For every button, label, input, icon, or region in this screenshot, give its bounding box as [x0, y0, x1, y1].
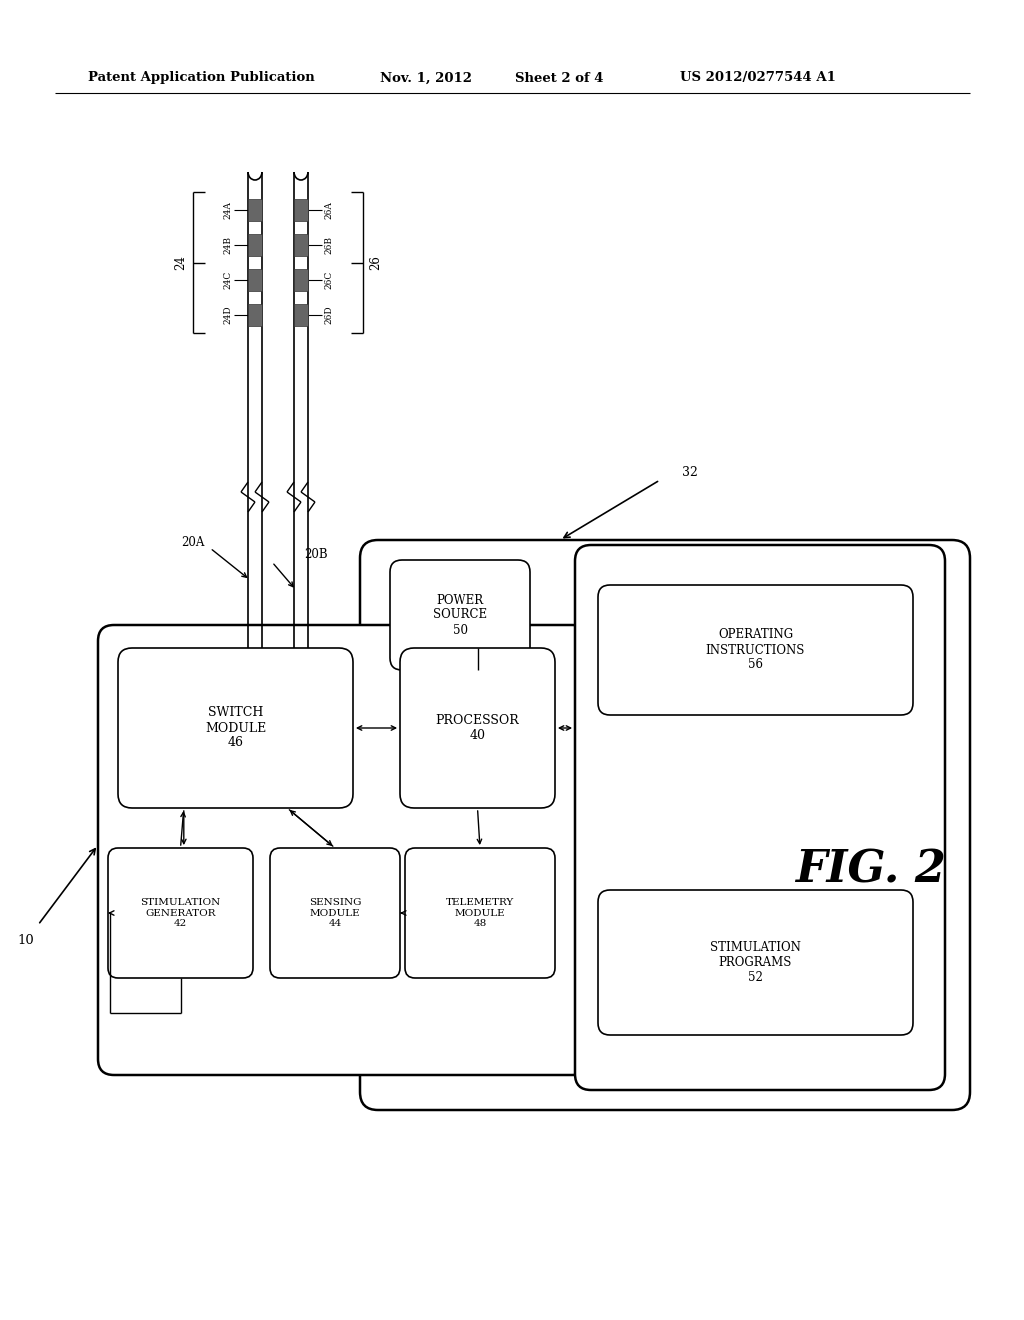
Text: SENSING
MODULE
44: SENSING MODULE 44	[309, 898, 361, 928]
FancyBboxPatch shape	[406, 847, 555, 978]
Text: 26B: 26B	[324, 236, 333, 253]
Text: MEMORY: MEMORY	[698, 594, 761, 606]
FancyBboxPatch shape	[390, 560, 530, 671]
Text: 32: 32	[682, 466, 698, 479]
Text: Sheet 2 of 4: Sheet 2 of 4	[515, 71, 603, 84]
Text: 20B: 20B	[304, 549, 328, 561]
Text: 26C: 26C	[324, 271, 333, 289]
FancyBboxPatch shape	[118, 648, 353, 808]
FancyBboxPatch shape	[108, 847, 253, 978]
Bar	[248, 304, 262, 326]
Text: SWITCH
MODULE
46: SWITCH MODULE 46	[205, 706, 266, 750]
Text: 41: 41	[722, 614, 738, 627]
Text: 26A: 26A	[324, 201, 333, 219]
Text: 24C: 24C	[223, 271, 232, 289]
FancyBboxPatch shape	[598, 585, 913, 715]
Text: 26D: 26D	[324, 306, 333, 325]
Text: 10: 10	[17, 933, 35, 946]
Bar	[294, 234, 308, 256]
Text: 24: 24	[174, 255, 187, 269]
Bar	[248, 234, 262, 256]
Text: Patent Application Publication: Patent Application Publication	[88, 71, 314, 84]
FancyBboxPatch shape	[270, 847, 400, 978]
Bar	[248, 269, 262, 290]
Text: 20A: 20A	[181, 536, 205, 549]
Bar	[294, 199, 308, 220]
Text: STIMULATION
PROGRAMS
52: STIMULATION PROGRAMS 52	[710, 941, 801, 983]
Bar	[248, 199, 262, 220]
Text: Nov. 1, 2012: Nov. 1, 2012	[380, 71, 472, 84]
FancyBboxPatch shape	[360, 540, 970, 1110]
Bar	[294, 269, 308, 290]
Text: STIMULATION
GENERATOR
42: STIMULATION GENERATOR 42	[140, 898, 220, 928]
Text: 24A: 24A	[223, 201, 232, 219]
FancyBboxPatch shape	[598, 890, 913, 1035]
Text: 24D: 24D	[223, 306, 232, 325]
FancyBboxPatch shape	[400, 648, 555, 808]
Bar	[294, 304, 308, 326]
Text: FIG. 2: FIG. 2	[795, 849, 945, 891]
Text: OPERATING
INSTRUCTIONS
56: OPERATING INSTRUCTIONS 56	[706, 628, 805, 672]
Text: 24B: 24B	[223, 236, 232, 253]
Text: PROCESSOR
40: PROCESSOR 40	[435, 714, 519, 742]
FancyBboxPatch shape	[98, 624, 588, 1074]
Text: POWER
SOURCE
50: POWER SOURCE 50	[433, 594, 487, 636]
Text: TELEMETRY
MODULE
48: TELEMETRY MODULE 48	[445, 898, 514, 928]
Text: US 2012/0277544 A1: US 2012/0277544 A1	[680, 71, 836, 84]
FancyBboxPatch shape	[575, 545, 945, 1090]
Text: 26: 26	[369, 255, 382, 269]
